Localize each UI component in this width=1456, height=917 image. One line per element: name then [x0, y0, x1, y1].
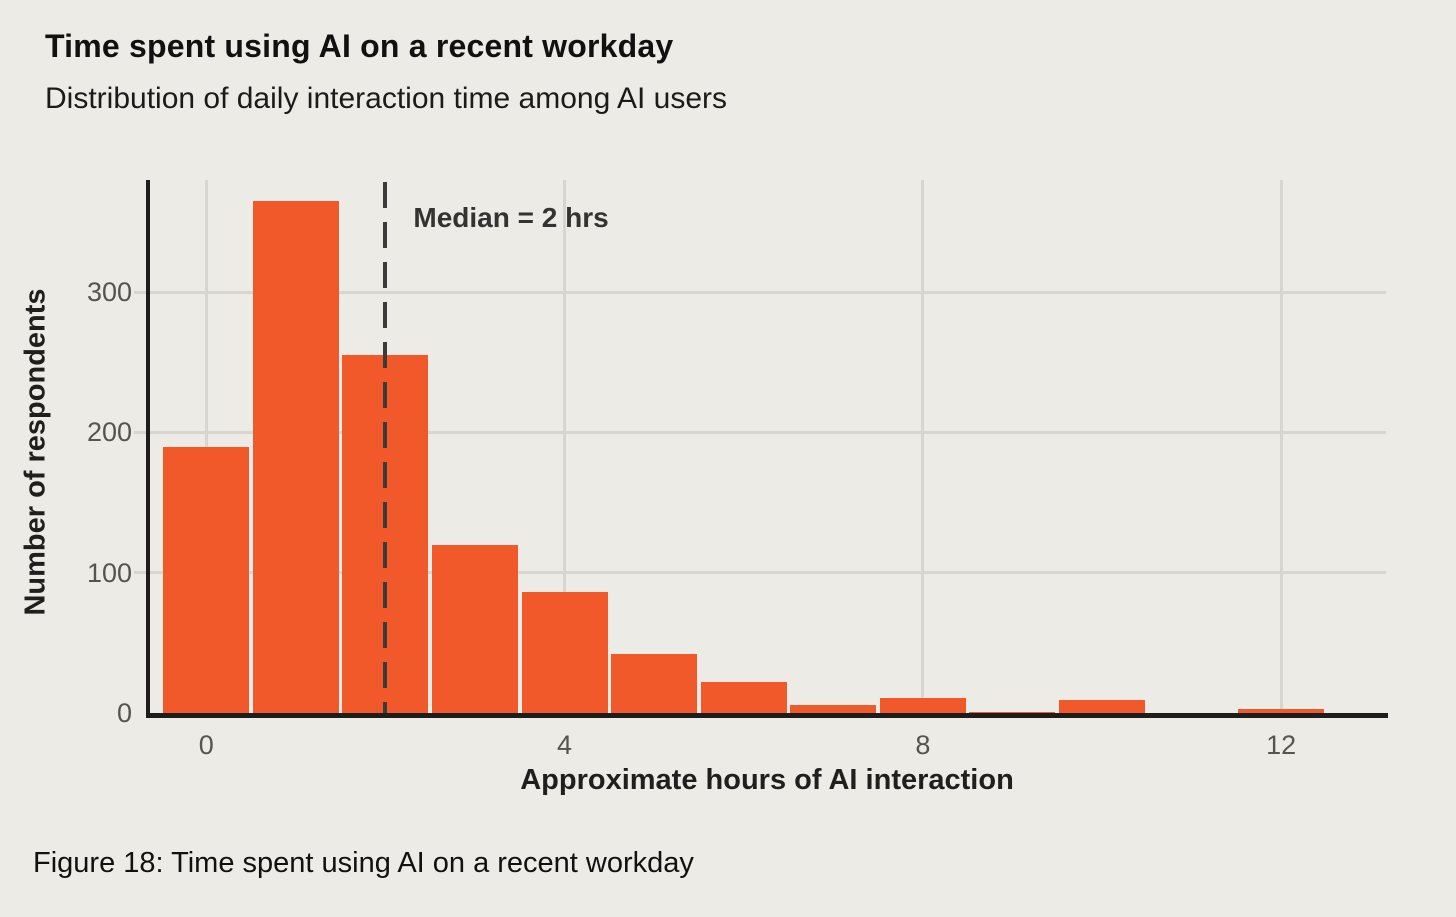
- x-gridline: [563, 180, 567, 713]
- histogram-bar: [700, 682, 787, 713]
- histogram-bar: [163, 446, 250, 713]
- histogram-bar: [879, 697, 966, 713]
- x-tick-label: 0: [198, 730, 214, 760]
- median-annotation: Median = 2 hrs: [413, 202, 609, 233]
- histogram-bar: [431, 544, 518, 713]
- x-tick-label: 4: [557, 730, 573, 760]
- median-line: [383, 182, 388, 713]
- y-tick-label: 200: [86, 417, 132, 448]
- y-gridline: [134, 430, 1386, 434]
- x-tick-label: 12: [1266, 730, 1297, 760]
- chart-title: Time spent using AI on a recent workday: [45, 28, 674, 64]
- histogram-bar: [521, 592, 608, 713]
- y-gridline: [134, 290, 1386, 294]
- figure-caption: Figure 18: Time spent using AI on a rece…: [33, 847, 694, 879]
- x-gridline: [1279, 180, 1283, 713]
- y-tick-label: 100: [86, 557, 132, 588]
- y-axis-title: Number of respondents: [19, 288, 52, 616]
- histogram-bar: [790, 704, 877, 713]
- y-gridline: [134, 571, 1386, 575]
- x-axis-title: Approximate hours of AI interaction: [520, 764, 1014, 796]
- chart-subtitle: Distribution of daily interaction time a…: [45, 82, 727, 115]
- y-axis-line: [146, 180, 150, 717]
- histogram-bar: [1059, 700, 1146, 713]
- y-tick-label: 0: [116, 698, 132, 728]
- y-tick-label: 300: [86, 277, 132, 308]
- x-axis-line: [146, 713, 1388, 718]
- histogram-bar: [969, 711, 1056, 713]
- histogram-bar: [611, 654, 698, 713]
- x-gridline: [921, 180, 925, 713]
- plot-area: Median = 2 hrs 0 100 200 300 0 4 8 12: [87, 180, 1386, 760]
- x-tick-label: 8: [915, 730, 931, 760]
- histogram-bar: [1238, 708, 1325, 713]
- histogram-bar: [252, 201, 339, 713]
